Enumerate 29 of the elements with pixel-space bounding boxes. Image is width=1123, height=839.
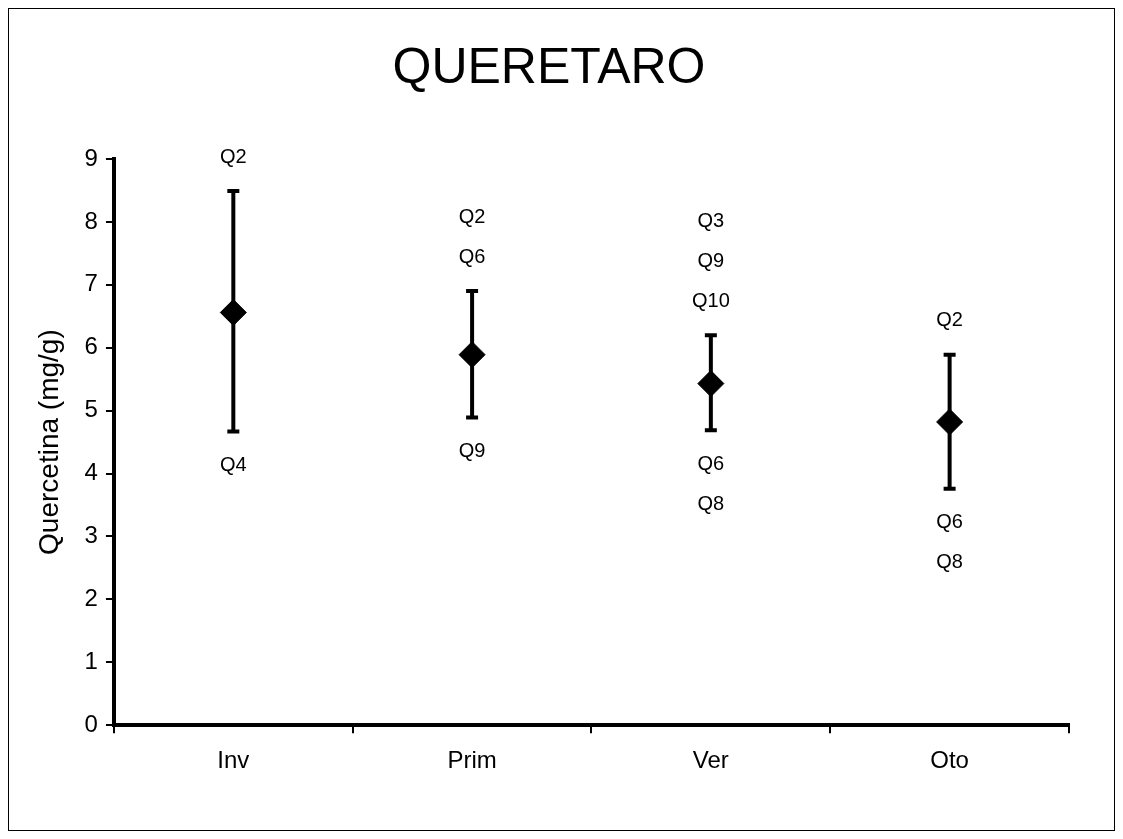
y-tick-label: 9 <box>84 143 98 171</box>
y-tick-label: 5 <box>84 395 98 423</box>
y-tick-label: 4 <box>84 458 98 486</box>
annotation: Q4 <box>219 452 247 475</box>
chart-title: QUERETARO <box>392 37 706 94</box>
annotation: Q2 <box>458 204 486 227</box>
annotation: Q6 <box>697 451 725 474</box>
x-tick-label: Inv <box>217 746 250 774</box>
annotation: Q2 <box>219 144 247 167</box>
annotation: Q9 <box>458 439 486 462</box>
x-tick-label: Oto <box>930 746 969 774</box>
y-tick-label: 0 <box>84 709 98 737</box>
y-tick-label: 7 <box>84 269 98 297</box>
annotation: Q3 <box>697 208 725 231</box>
annotation: Q6 <box>936 510 963 533</box>
x-tick-label: Prim <box>447 746 497 774</box>
y-tick-label: 8 <box>84 206 98 234</box>
annotation: Q2 <box>936 308 963 331</box>
annotation: Q6 <box>458 244 486 267</box>
y-tick-label: 1 <box>84 646 98 674</box>
y-axis-title: Quercetina (mg/g) <box>32 329 64 555</box>
annotation: Q9 <box>697 248 725 271</box>
x-tick-label: Ver <box>692 746 729 774</box>
y-tick-label: 6 <box>84 332 98 360</box>
annotation: Q8 <box>697 491 725 514</box>
annotation: Q10 <box>691 288 730 311</box>
y-tick-label: 3 <box>84 521 98 549</box>
y-tick-label: 2 <box>84 584 98 611</box>
annotation: Q8 <box>936 550 963 573</box>
